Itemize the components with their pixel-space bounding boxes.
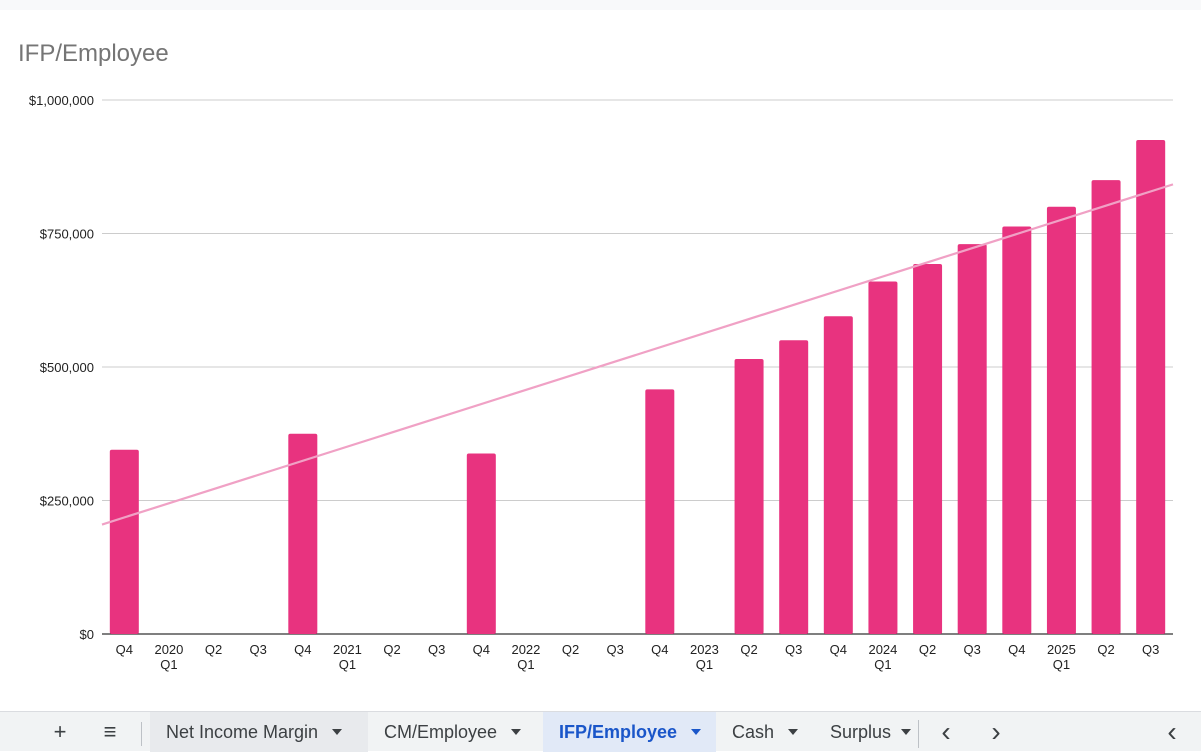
divider — [918, 720, 919, 748]
top-strip — [0, 0, 1201, 10]
y-tick-label: $500,000 — [40, 360, 94, 375]
bar-chart: $0 $250,000 $500,000 $750,000 $1,000,000 Q4 2… — [29, 93, 1174, 672]
divider — [141, 722, 142, 746]
x-tick-label: 2022 — [511, 642, 540, 657]
caret-down-icon[interactable] — [691, 729, 702, 735]
x-tick-label: Q3 — [785, 642, 802, 657]
y-axis-ticks: $0 $250,000 $500,000 $750,000 $1,000,000 — [29, 93, 94, 642]
trendline-layer — [101, 183, 1174, 526]
x-tick-label: Q4 — [830, 642, 847, 657]
chart-title: IFP/Employee — [18, 40, 169, 67]
caret-down-icon[interactable] — [332, 729, 343, 735]
tab-label: CM/Employee — [384, 721, 498, 742]
caret-down-icon[interactable] — [901, 729, 912, 735]
chevron-left-icon: ‹ — [941, 716, 951, 747]
tab-ifp-employee[interactable]: IFP/Employee — [543, 712, 716, 752]
x-tick-sublabel: Q1 — [1053, 657, 1070, 672]
x-tick-label: Q2 — [562, 642, 579, 657]
x-tick-label: Q3 — [607, 642, 624, 657]
x-tick-label: Q2 — [919, 642, 936, 657]
tab-label: Cash — [732, 721, 775, 742]
tab-net-income-margin[interactable]: Net Income Margin — [150, 712, 368, 752]
bar — [1046, 206, 1076, 635]
tab-label: IFP/Employee — [559, 721, 678, 742]
x-tick-label: Q3 — [250, 642, 267, 657]
bar — [823, 316, 853, 634]
x-tick-label: Q4 — [116, 642, 133, 657]
caret-down-icon[interactable] — [511, 729, 522, 735]
all-sheets-button[interactable]: ≡ — [92, 712, 128, 752]
x-tick-label: Q4 — [473, 642, 490, 657]
x-tick-label: Q3 — [428, 642, 445, 657]
x-tick-label: 2021 — [333, 642, 362, 657]
grid-lines — [102, 99, 1173, 635]
x-tick-sublabel: Q1 — [517, 657, 534, 672]
x-tick-label: 2023 — [690, 642, 719, 657]
sheet-tab-bar: + ≡ Net Income Margin CM/Employee IFP/Em… — [0, 711, 1201, 752]
bar — [1002, 226, 1032, 635]
bar — [868, 281, 898, 634]
y-tick-label: $1,000,000 — [29, 93, 94, 108]
x-tick-sublabel: Q1 — [339, 657, 356, 672]
plus-icon: + — [53, 719, 67, 744]
bar — [466, 453, 496, 634]
x-tick-sublabel: Q1 — [160, 657, 177, 672]
y-tick-label: $250,000 — [40, 494, 94, 509]
x-tick-label: 2024 — [868, 642, 897, 657]
bar — [1091, 180, 1121, 634]
bar — [957, 244, 987, 634]
menu-icon: ≡ — [103, 719, 117, 744]
tab-surplus[interactable]: Surplus — [814, 712, 918, 752]
bar — [734, 358, 764, 634]
x-tick-label: Q4 — [651, 642, 668, 657]
x-tick-label: Q2 — [740, 642, 757, 657]
x-tick-label: Q2 — [383, 642, 400, 657]
x-tick-label: Q2 — [1097, 642, 1114, 657]
trendline — [101, 183, 1174, 526]
x-tick-sublabel: Q1 — [874, 657, 891, 672]
chevron-right-icon: › — [991, 716, 1001, 747]
bar — [645, 389, 675, 634]
bar — [1136, 140, 1166, 635]
x-tick-label: Q2 — [205, 642, 222, 657]
bar — [288, 433, 318, 634]
collapse-panel-button[interactable]: ‹ — [1156, 712, 1188, 752]
tab-label: Net Income Margin — [166, 721, 319, 742]
x-tick-sublabel: Q1 — [696, 657, 713, 672]
scroll-tabs-right-button[interactable]: › — [980, 712, 1012, 752]
bars — [109, 140, 1166, 635]
x-tick-label: 2020 — [154, 642, 183, 657]
x-tick-label: 2025 — [1047, 642, 1076, 657]
y-tick-label: $750,000 — [40, 227, 94, 242]
x-tick-label: Q3 — [964, 642, 981, 657]
x-tick-label: Q4 — [294, 642, 311, 657]
caret-down-icon[interactable] — [788, 729, 799, 735]
x-tick-label: Q3 — [1142, 642, 1159, 657]
chevron-left-icon: ‹ — [1167, 716, 1177, 747]
x-tick-label: Q4 — [1008, 642, 1025, 657]
y-tick-label: $0 — [80, 627, 94, 642]
bar — [913, 263, 943, 634]
tab-label: Surplus — [830, 721, 892, 742]
add-sheet-button[interactable]: + — [42, 712, 78, 752]
bar — [779, 340, 809, 634]
scroll-tabs-left-button[interactable]: ‹ — [930, 712, 962, 752]
tab-cm-employee[interactable]: CM/Employee — [368, 712, 543, 752]
bar — [109, 449, 139, 634]
tab-cash[interactable]: Cash — [716, 712, 814, 752]
